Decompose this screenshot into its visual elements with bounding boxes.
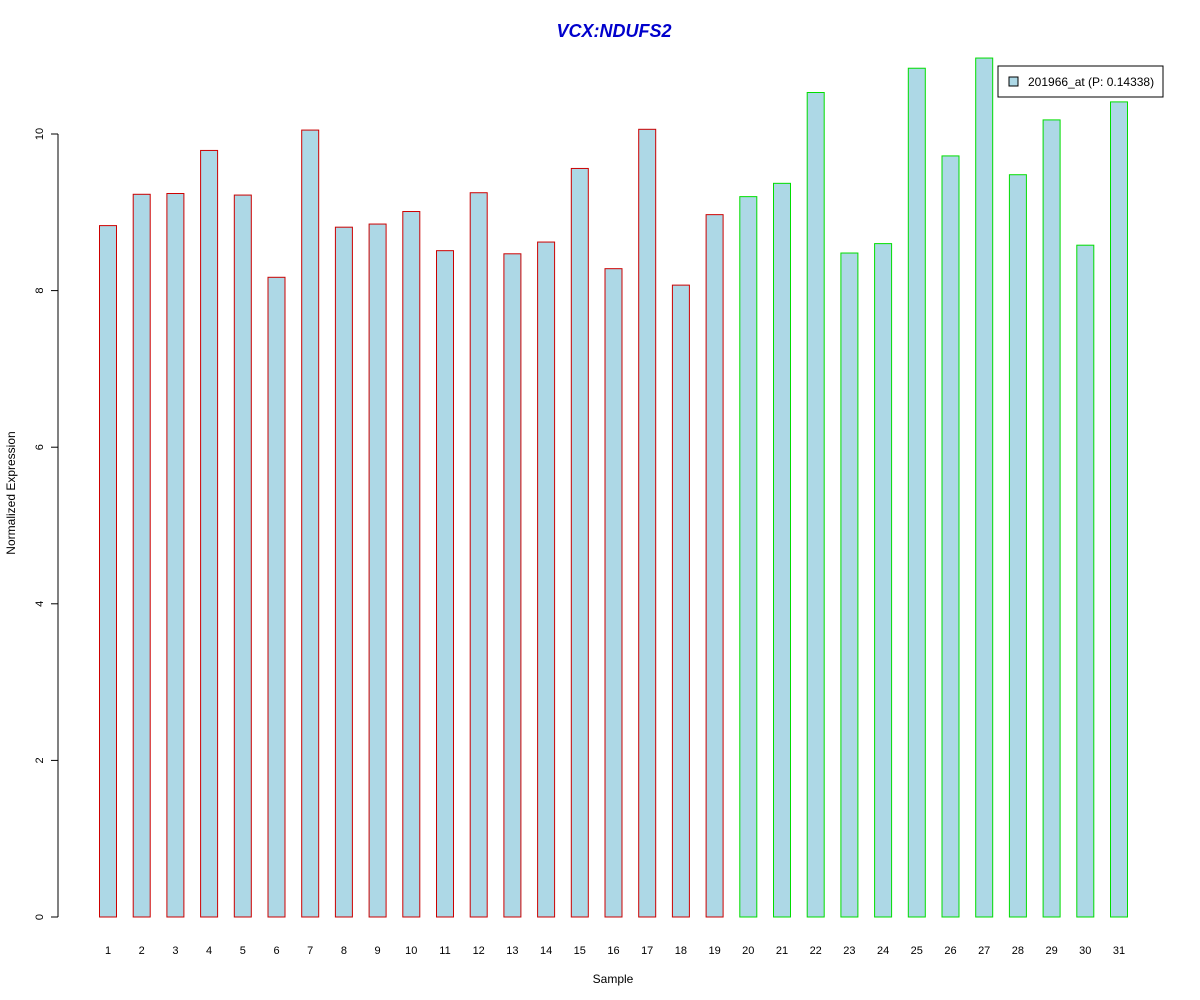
- y-tick-label: 10: [34, 128, 46, 140]
- x-tick-label: 23: [843, 945, 855, 957]
- x-tick-label: 25: [911, 945, 923, 957]
- x-tick-label: 3: [172, 945, 178, 957]
- bar-sample-15: [570, 167, 589, 918]
- x-tick-label: 29: [1045, 945, 1057, 957]
- x-tick-label: 16: [607, 945, 619, 957]
- bar-sample-29: [1042, 119, 1061, 918]
- bar-sample-26: [941, 155, 960, 918]
- bar-sample-20: [739, 196, 758, 918]
- bar-sample-27: [975, 57, 994, 918]
- x-tick-label: 22: [810, 945, 822, 957]
- x-tick-label: 28: [1012, 945, 1024, 957]
- bar-sample-19: [705, 214, 724, 918]
- y-axis-label: Normalized Expression: [4, 431, 18, 554]
- x-tick-label: 15: [574, 945, 586, 957]
- bar-sample-7: [301, 129, 320, 918]
- bar-sample-4: [200, 149, 219, 918]
- bar-sample-21: [773, 182, 791, 918]
- x-tick-label: 24: [877, 945, 889, 957]
- bar-sample-13: [503, 253, 522, 918]
- x-tick-label: 30: [1079, 945, 1091, 957]
- bar-sample-2: [132, 193, 151, 918]
- bar-sample-5: [233, 194, 252, 918]
- bars-group: [99, 57, 1128, 918]
- x-tick-label: 11: [439, 945, 450, 957]
- bar-sample-8: [334, 226, 353, 918]
- bar-sample-10: [402, 211, 421, 918]
- x-tick-label: 10: [405, 945, 417, 957]
- bar-sample-17: [638, 128, 657, 918]
- x-tick-labels: 1 2 3 4 5 6 7 8 9 10 11 12 13 14 15 16 17 18 19 20 21 22 23 24 2…: [105, 945, 1125, 957]
- bar-sample-28: [1008, 174, 1027, 918]
- x-tick-label: 18: [675, 945, 687, 957]
- x-tick-label: 19: [708, 945, 720, 957]
- bar-sample-11: [436, 250, 454, 918]
- bar-sample-16: [604, 268, 623, 918]
- x-tick-label: 14: [540, 945, 552, 957]
- x-axis-label: Sample: [593, 972, 634, 986]
- x-tick-label: 6: [273, 945, 279, 957]
- bar-sample-24: [874, 243, 893, 918]
- x-tick-label: 8: [341, 945, 347, 957]
- x-tick-label: 31: [1113, 945, 1125, 957]
- x-tick-label: 9: [375, 945, 381, 957]
- x-tick-label: 1: [105, 945, 111, 957]
- x-tick-label: 5: [240, 945, 246, 957]
- bar-sample-30: [1076, 244, 1095, 918]
- bar-sample-25: [907, 67, 926, 918]
- bar-sample-18: [671, 284, 690, 918]
- x-tick-label: 20: [742, 945, 754, 957]
- legend-label: 201966_at (P: 0.14338): [1028, 75, 1154, 89]
- y-tick-label: 4: [34, 601, 46, 607]
- chart-title: VCX:NDUFS2: [556, 21, 671, 41]
- x-tick-label: 2: [139, 945, 145, 957]
- x-tick-label: 4: [206, 945, 212, 957]
- bar-sample-22: [806, 92, 825, 918]
- y-axis: 0 2 4 6 8 10: [34, 128, 59, 920]
- x-tick-label: 13: [506, 945, 518, 957]
- bar-sample-1: [99, 225, 117, 918]
- legend: 201966_at (P: 0.14338): [997, 65, 1164, 98]
- bar-sample-14: [537, 241, 556, 918]
- y-tick-label: 6: [34, 444, 46, 450]
- bar-sample-9: [368, 223, 387, 918]
- legend-swatch: [1008, 76, 1019, 87]
- bar-sample-3: [166, 193, 185, 918]
- bar-sample-23: [840, 252, 859, 918]
- x-tick-label: 27: [978, 945, 990, 957]
- y-tick-label: 2: [34, 757, 46, 763]
- x-tick-label: 21: [776, 945, 788, 957]
- legend-box: [997, 65, 1164, 98]
- bar-sample-31: [1110, 101, 1128, 918]
- x-tick-label: 26: [944, 945, 956, 957]
- x-tick-label: 17: [641, 945, 653, 957]
- x-tick-label: 12: [473, 945, 485, 957]
- y-tick-label: 0: [34, 914, 46, 920]
- y-tick-label: 8: [34, 288, 46, 294]
- bar-sample-12: [469, 192, 488, 918]
- x-tick-label: 7: [307, 945, 313, 957]
- bar-sample-6: [267, 276, 286, 918]
